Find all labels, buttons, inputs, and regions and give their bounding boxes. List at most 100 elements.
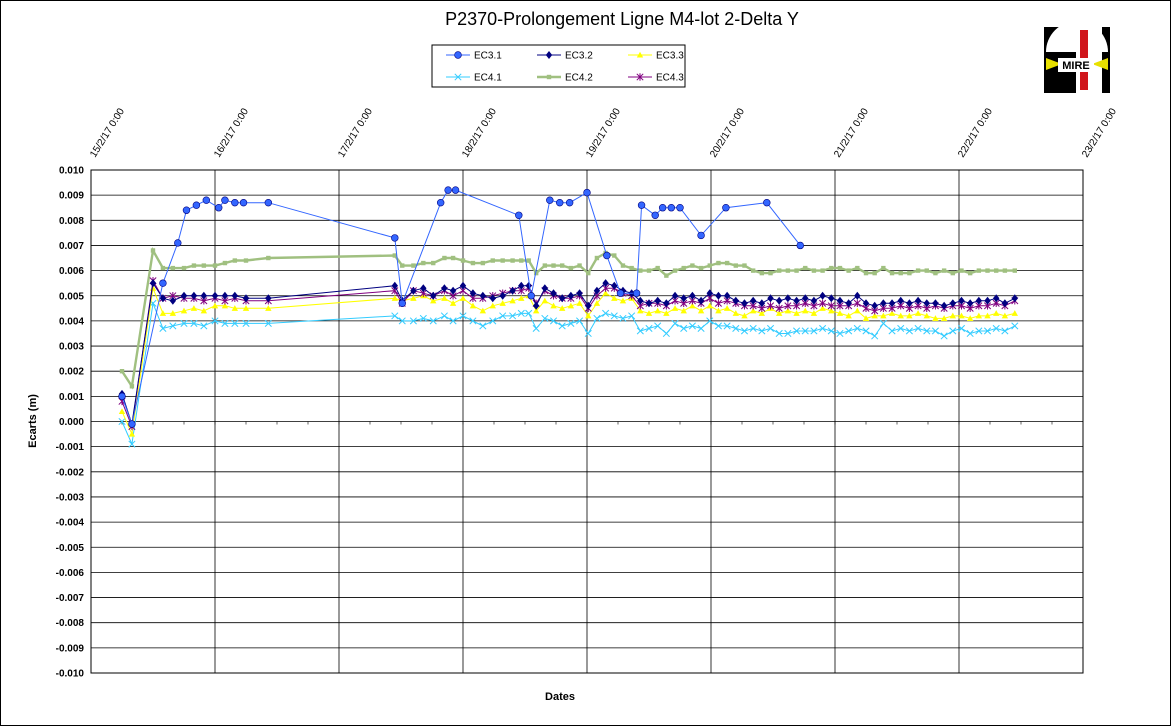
data-point	[391, 295, 398, 301]
data-point	[940, 315, 948, 321]
data-point	[567, 302, 575, 309]
data-point	[897, 312, 904, 319]
legend-swatch-marker	[636, 73, 644, 81]
y-tick-label: -0.008	[56, 618, 85, 629]
data-point	[532, 307, 540, 314]
data-point	[810, 296, 818, 305]
data-point	[688, 322, 696, 330]
y-tick-label: 0.005	[59, 291, 84, 302]
data-point	[264, 319, 272, 327]
data-point	[662, 329, 670, 338]
data-point	[706, 302, 713, 309]
data-point	[469, 302, 477, 309]
data-point	[966, 329, 974, 338]
data-point	[777, 268, 782, 273]
data-point	[671, 305, 679, 311]
data-point	[239, 198, 248, 207]
data-point	[768, 270, 773, 276]
data-point	[410, 295, 417, 301]
data-point	[775, 329, 783, 338]
data-point	[681, 265, 686, 271]
data-point	[706, 317, 714, 325]
data-point	[958, 312, 965, 319]
data-point	[906, 312, 913, 319]
data-point	[819, 299, 827, 307]
data-point	[707, 263, 712, 268]
data-point	[221, 302, 229, 309]
data-point	[518, 281, 525, 290]
data-point	[576, 317, 584, 325]
legend-label: EC4.1	[474, 73, 502, 84]
data-point	[541, 297, 549, 304]
data-point	[470, 260, 476, 266]
data-point	[732, 324, 740, 332]
data-point	[527, 292, 535, 300]
data-point	[680, 307, 687, 314]
y-tick-label: 0.010	[59, 166, 84, 177]
data-point	[862, 315, 870, 321]
data-point	[576, 289, 583, 298]
data-point	[170, 265, 176, 271]
y-tick-label: -0.007	[56, 593, 85, 604]
data-point	[793, 327, 801, 335]
data-point	[940, 301, 948, 310]
data-point	[975, 327, 983, 335]
data-point	[525, 281, 532, 290]
data-point	[853, 299, 861, 307]
data-point	[231, 319, 239, 327]
data-point	[940, 332, 948, 340]
legend-item: EC3.3	[628, 51, 684, 62]
data-point	[784, 329, 792, 338]
data-point	[914, 324, 922, 332]
x-axis-ticks: 15/2/17 0:00 16/2/17 0:00 17/2/17 0:00 18/2…	[88, 106, 1119, 159]
legend-item: EC3.1	[446, 51, 502, 62]
x-tick-label: 20/2/17 0:00	[708, 106, 747, 159]
data-point	[880, 299, 887, 308]
data-point	[469, 317, 477, 325]
data-point	[169, 322, 177, 330]
data-point	[509, 297, 516, 304]
data-point	[828, 307, 835, 314]
data-point	[489, 294, 496, 303]
y-tick-label: -0.009	[56, 643, 85, 654]
data-point	[431, 260, 436, 266]
legend-label: EC4.3	[656, 73, 684, 84]
data-point	[664, 273, 669, 278]
data-point	[796, 241, 804, 250]
data-point	[479, 291, 487, 300]
data-point	[924, 268, 929, 273]
data-point	[459, 312, 467, 320]
legend-label: EC3.1	[474, 51, 502, 62]
data-point	[645, 310, 653, 316]
data-point	[264, 198, 273, 207]
data-point	[409, 317, 417, 325]
data-point	[160, 265, 166, 271]
data-point	[663, 299, 670, 308]
data-point	[489, 302, 496, 309]
data-point	[128, 440, 136, 448]
data-point	[243, 258, 249, 263]
data-point	[411, 263, 416, 268]
data-point	[628, 312, 636, 320]
data-point	[159, 324, 167, 332]
x-tick-label: 16/2/17 0:00	[212, 106, 251, 159]
data-point	[985, 268, 990, 273]
data-point	[200, 322, 208, 330]
data-point	[541, 314, 549, 322]
y-tick-label: 0.006	[59, 266, 84, 277]
data-point	[949, 327, 957, 335]
data-point	[200, 291, 208, 300]
data-point	[1012, 268, 1017, 273]
data-point	[763, 198, 771, 207]
data-point	[450, 255, 456, 261]
logo-right-triangle	[1092, 58, 1108, 70]
data-point	[593, 286, 601, 295]
data-point	[845, 312, 852, 319]
data-point	[767, 294, 774, 303]
y-tick-label: -0.001	[56, 442, 85, 453]
data-point	[593, 300, 601, 306]
data-point	[749, 296, 757, 305]
data-point	[232, 258, 238, 263]
y-tick-label: 0.004	[59, 316, 84, 327]
